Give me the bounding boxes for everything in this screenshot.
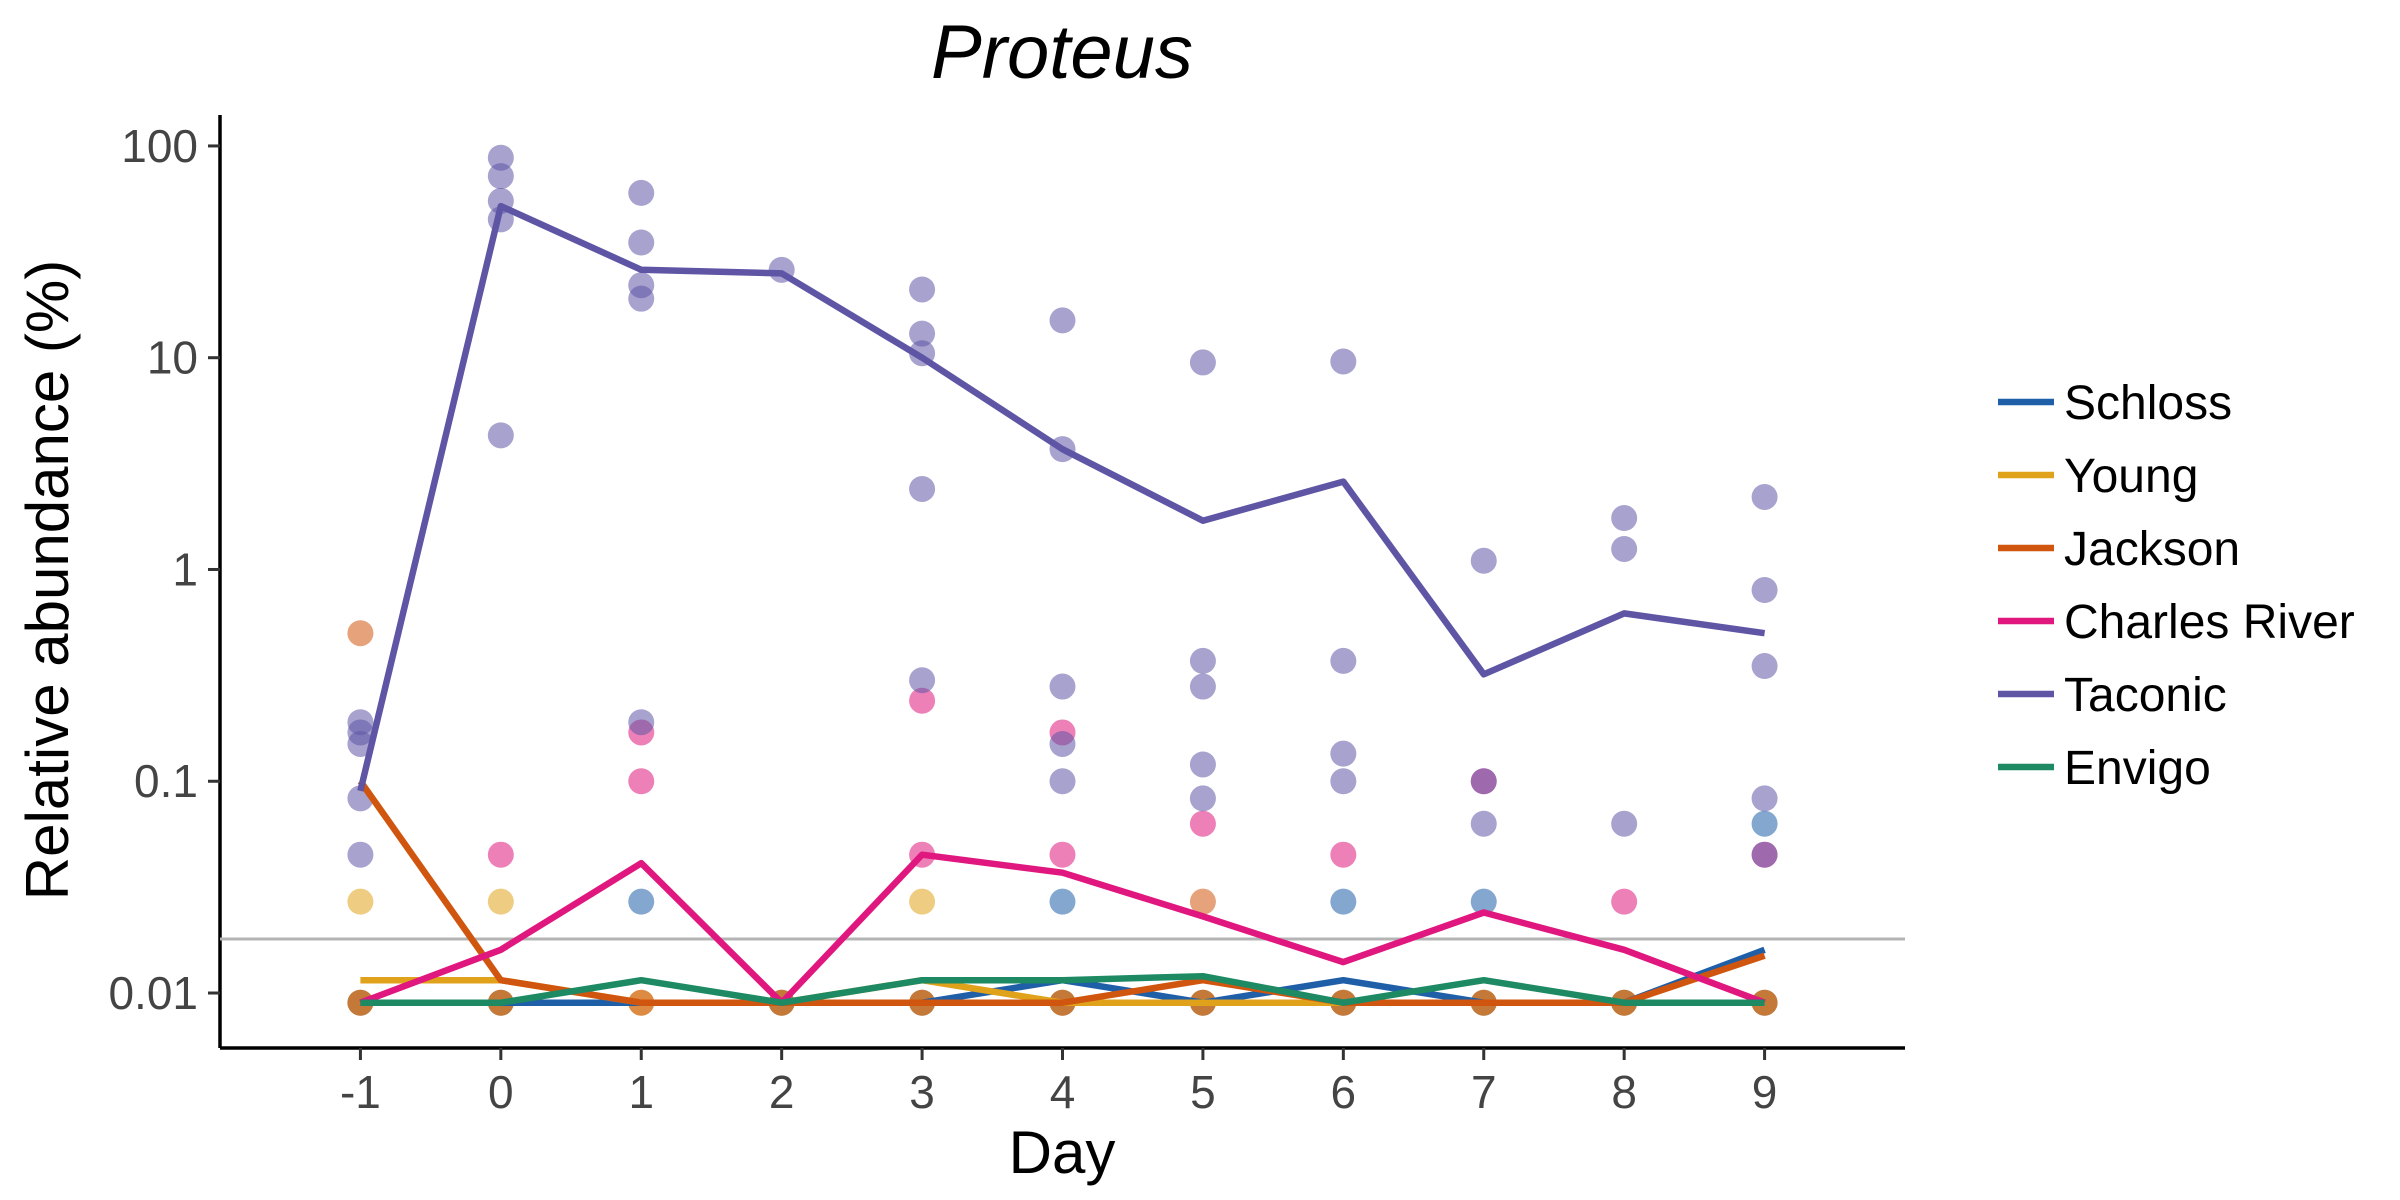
- plot-area: -1 0 1 2 3 4 5 6 7 8 9 0.01 0.1 1 10 100: [108, 115, 1905, 1118]
- data-point: [628, 768, 655, 795]
- y-tick-label: 0.01: [108, 967, 198, 1019]
- x-tick-label: 0: [488, 1066, 514, 1118]
- data-point: [909, 320, 936, 347]
- data-point: [1470, 768, 1497, 795]
- data-point: [1189, 647, 1216, 674]
- data-point: [628, 888, 655, 915]
- data-point: [1330, 841, 1357, 868]
- data-point: [347, 620, 374, 647]
- y-tick-label: 1: [172, 543, 198, 595]
- legend-label: Envigo: [2064, 742, 2211, 795]
- legend-label: Schloss: [2064, 377, 2232, 430]
- data-point: [1330, 768, 1357, 795]
- data-point: [1611, 810, 1638, 837]
- data-point: [487, 163, 514, 190]
- data-point: [1751, 653, 1778, 680]
- y-tick-label: 0.1: [134, 755, 198, 807]
- data-point: [628, 709, 655, 736]
- data-point: [487, 144, 514, 171]
- data-point: [1470, 888, 1497, 915]
- data-point: [1611, 535, 1638, 562]
- series-line: [360, 972, 1765, 1006]
- data-point: [1189, 785, 1216, 812]
- data-point: [1189, 349, 1216, 376]
- data-point: [347, 841, 374, 868]
- data-point: [628, 229, 655, 256]
- series-line: [359, 851, 1766, 1006]
- data-point: [1751, 810, 1778, 837]
- legend-label: Taconic: [2064, 669, 2227, 722]
- data-point: [1049, 730, 1076, 757]
- x-tick-label: 3: [909, 1066, 935, 1118]
- x-tick-label: 6: [1331, 1066, 1357, 1118]
- data-point: [1751, 785, 1778, 812]
- x-tick-label: 1: [628, 1066, 654, 1118]
- data-point: [347, 888, 374, 915]
- data-point: [1189, 810, 1216, 837]
- data-point: [1189, 888, 1216, 915]
- x-tick-label: 9: [1752, 1066, 1778, 1118]
- chart-title: Proteus: [931, 10, 1193, 95]
- x-tick-label: 5: [1190, 1066, 1216, 1118]
- x-tick-label: 8: [1611, 1066, 1637, 1118]
- data-point: [1189, 751, 1216, 778]
- data-point: [1611, 888, 1638, 915]
- data-point: [628, 285, 655, 312]
- y-axis-label: Relative abundance (%): [14, 260, 81, 900]
- data-point: [1049, 841, 1076, 868]
- data-point: [909, 276, 936, 303]
- data-point: [1330, 348, 1357, 375]
- y-tick-label: 10: [147, 332, 198, 384]
- legend-label: Charles River: [2064, 596, 2355, 649]
- data-point: [1189, 673, 1216, 700]
- x-axis-label: Day: [1009, 1119, 1116, 1186]
- x-tick-label: 4: [1050, 1066, 1076, 1118]
- data-point: [909, 475, 936, 502]
- legend-label: Young: [2064, 450, 2198, 503]
- legend-label: Jackson: [2064, 523, 2240, 576]
- data-point: [1330, 647, 1357, 674]
- data-point: [909, 667, 936, 694]
- x-tick-label: 2: [769, 1066, 795, 1118]
- data-point: [909, 888, 936, 915]
- data-point: [1049, 307, 1076, 334]
- x-tick-label: -1: [340, 1066, 381, 1118]
- data-point: [1049, 888, 1076, 915]
- series-line: [357, 202, 1766, 792]
- data-point: [1470, 810, 1497, 837]
- data-point: [1330, 888, 1357, 915]
- data-point: [487, 422, 514, 449]
- x-tick-label: 7: [1471, 1066, 1497, 1118]
- data-point: [487, 841, 514, 868]
- data-point: [628, 179, 655, 206]
- data-point: [1330, 740, 1357, 767]
- data-point: [1470, 547, 1497, 574]
- data-point: [909, 687, 936, 714]
- data-point: [1751, 577, 1778, 604]
- data-point: [1049, 768, 1076, 795]
- data-point: [1611, 505, 1638, 532]
- data-point: [1751, 841, 1778, 868]
- legend: Schloss Young Jackson Charles River Taconic E…: [1998, 377, 2355, 795]
- data-point: [1751, 483, 1778, 510]
- series-line: [357, 779, 1766, 1006]
- y-tick-label: 100: [121, 120, 198, 172]
- data-point: [1049, 673, 1076, 700]
- data-point: [487, 888, 514, 915]
